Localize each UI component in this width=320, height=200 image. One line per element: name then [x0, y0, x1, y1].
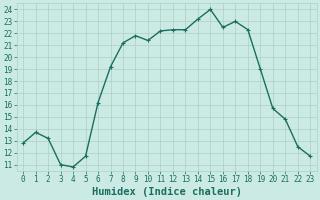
X-axis label: Humidex (Indice chaleur): Humidex (Indice chaleur) — [92, 186, 242, 197]
